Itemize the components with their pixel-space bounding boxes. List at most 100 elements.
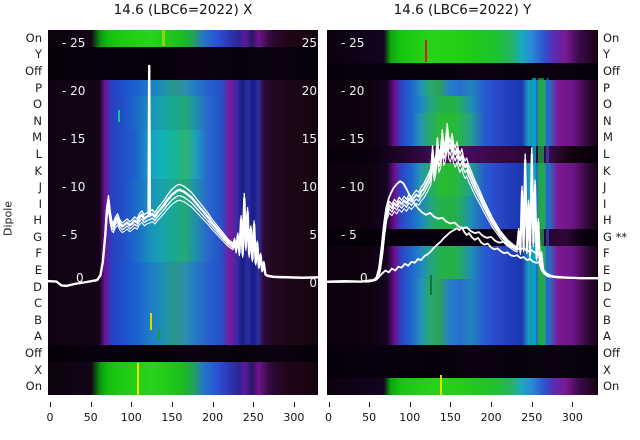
heatmap-row <box>48 79 318 97</box>
heatmap-row <box>327 361 598 379</box>
marker-stripe <box>118 110 120 122</box>
x-tick-label: 200 <box>202 411 224 424</box>
heatmap-row <box>48 361 318 379</box>
dipole-label: Off <box>25 346 42 361</box>
dipole-label: I <box>603 196 607 211</box>
dipole-label: C <box>33 296 42 311</box>
dipole-label: A <box>34 329 42 344</box>
dipole-label: Y <box>34 47 42 62</box>
x-tick <box>369 402 371 407</box>
marker-stripe <box>158 330 160 339</box>
x-tick-label: 300 <box>283 411 305 424</box>
x-tick <box>90 402 92 407</box>
marker-stripe <box>430 275 432 295</box>
marker-stripe <box>150 313 152 330</box>
x-tick-label: 300 <box>561 411 583 424</box>
dipole-label: P <box>603 80 610 95</box>
x-tick <box>293 402 295 407</box>
heatmap-row <box>327 79 598 97</box>
dipole-label: On <box>603 379 620 394</box>
heatmap-panel-x: - 25- 20- 15- 10- 5 0 25 20 15 10 5 0 <box>48 30 318 395</box>
dipole-label: O <box>603 97 613 112</box>
heatmap-row <box>327 295 598 313</box>
marker-stripe <box>440 375 442 395</box>
x-tick-label: 150 <box>161 411 183 424</box>
dipole-label: Y <box>603 47 611 62</box>
heatmap-row <box>48 295 318 313</box>
dipole-label: M <box>32 130 42 145</box>
dipole-label: On <box>25 30 42 45</box>
dipole-label: G <box>33 229 42 244</box>
heatmap-row <box>48 112 318 131</box>
dipole-label: Off <box>25 63 42 78</box>
heatmap-row <box>48 96 318 114</box>
heatmap-row <box>327 96 598 114</box>
x-tick-label: 100 <box>120 411 142 424</box>
flux-trace <box>48 183 318 287</box>
dipole-label: E <box>34 263 42 278</box>
flux-trace <box>327 123 598 283</box>
x-tick-label: 50 <box>362 411 377 424</box>
x-tick-label: 200 <box>480 411 502 424</box>
x-tick <box>131 402 133 407</box>
heatmap-row <box>48 129 318 147</box>
heatmap-row <box>48 195 318 214</box>
x-tick <box>171 402 173 407</box>
dipole-label: B <box>34 312 42 327</box>
x-tick-label: 100 <box>399 411 421 424</box>
heatmap-row <box>327 63 598 81</box>
dipole-label: I <box>38 196 42 211</box>
x-tick-label: 0 <box>325 411 332 424</box>
marker-stripe <box>137 363 139 395</box>
heatmap-row <box>48 278 318 297</box>
heatmap-row <box>48 179 318 197</box>
flux-trace <box>147 64 152 218</box>
heatmap-row <box>48 30 318 48</box>
dipole-label: K <box>603 163 611 178</box>
heatmap-row <box>48 312 318 330</box>
marker-stripe <box>425 40 427 62</box>
heatmap-row <box>48 162 318 180</box>
dipole-label: X <box>34 362 42 377</box>
heatmap-row <box>327 278 598 297</box>
flux-curves <box>48 64 318 288</box>
x-tick-label: 150 <box>439 411 461 424</box>
dipole-label: K <box>34 163 42 178</box>
dipole-label: L <box>35 146 42 161</box>
x-tick <box>50 402 51 407</box>
dipole-label: D <box>33 279 42 294</box>
x-tick-label: 50 <box>83 411 98 424</box>
panel-title-y: 14.6 (LBC6=2022) Y <box>393 2 532 18</box>
dipole-label: On <box>603 30 620 45</box>
dipole-label: G ** <box>603 229 628 244</box>
dipole-label: P <box>35 80 42 95</box>
x-tick <box>328 402 330 407</box>
heatmap-row <box>48 328 318 346</box>
heatmap-row <box>48 345 318 363</box>
heatmap-row <box>327 378 598 395</box>
heatmap-row <box>327 30 598 48</box>
flux-trace <box>327 145 598 283</box>
dipole-label: H <box>33 213 42 228</box>
x-tick <box>409 402 411 407</box>
dipole-label: L <box>603 146 610 161</box>
dipole-label: Off <box>603 346 620 361</box>
dipole-label: J <box>603 180 607 195</box>
heatmap-row <box>327 328 598 346</box>
x-tick <box>491 402 493 407</box>
flux-trace <box>327 180 598 283</box>
dipole-label: J <box>38 180 42 195</box>
heatmap-row <box>48 378 318 395</box>
heatmap-row <box>327 262 598 280</box>
dipole-label: C <box>603 296 612 311</box>
flux-trace <box>48 199 318 287</box>
heatmap-row <box>327 46 598 64</box>
marker-stripe <box>546 78 549 345</box>
dipole-label: M <box>603 130 613 145</box>
marker-stripe <box>162 30 165 46</box>
dipole-label: X <box>603 362 611 377</box>
dipole-label: A <box>603 329 611 344</box>
x-tick-label: 0 <box>46 411 54 424</box>
